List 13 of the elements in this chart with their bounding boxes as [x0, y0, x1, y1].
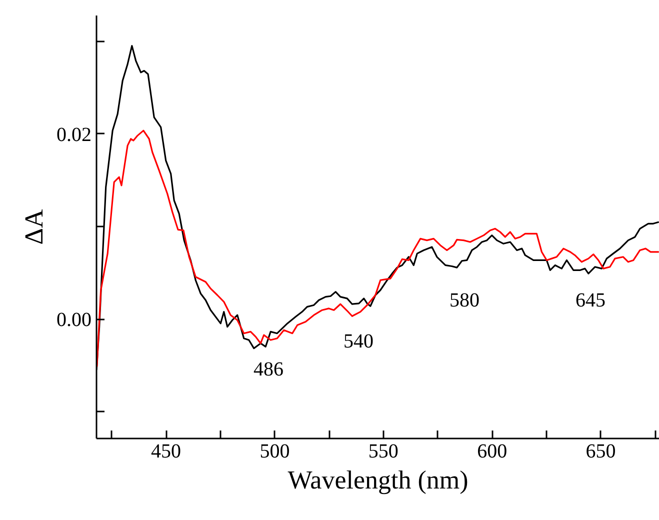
y-tick-label: 0.00 — [56, 309, 92, 332]
annotation: 645 — [576, 290, 606, 312]
annotation: 580 — [450, 290, 480, 312]
x-tick-label: 650 — [586, 440, 616, 462]
x-tick-label: 500 — [260, 440, 290, 462]
x-tick-label: 450 — [151, 440, 182, 462]
y-tick-label: 0.02 — [56, 124, 92, 146]
y-axis-title: ΔA — [20, 209, 48, 245]
x-tick-label: 600 — [477, 440, 508, 462]
x-tick-label: 550 — [368, 440, 398, 462]
x-axis-title: Wavelength (nm) — [288, 466, 468, 494]
annotation: 486 — [254, 358, 284, 380]
annotation: 540 — [344, 330, 374, 352]
